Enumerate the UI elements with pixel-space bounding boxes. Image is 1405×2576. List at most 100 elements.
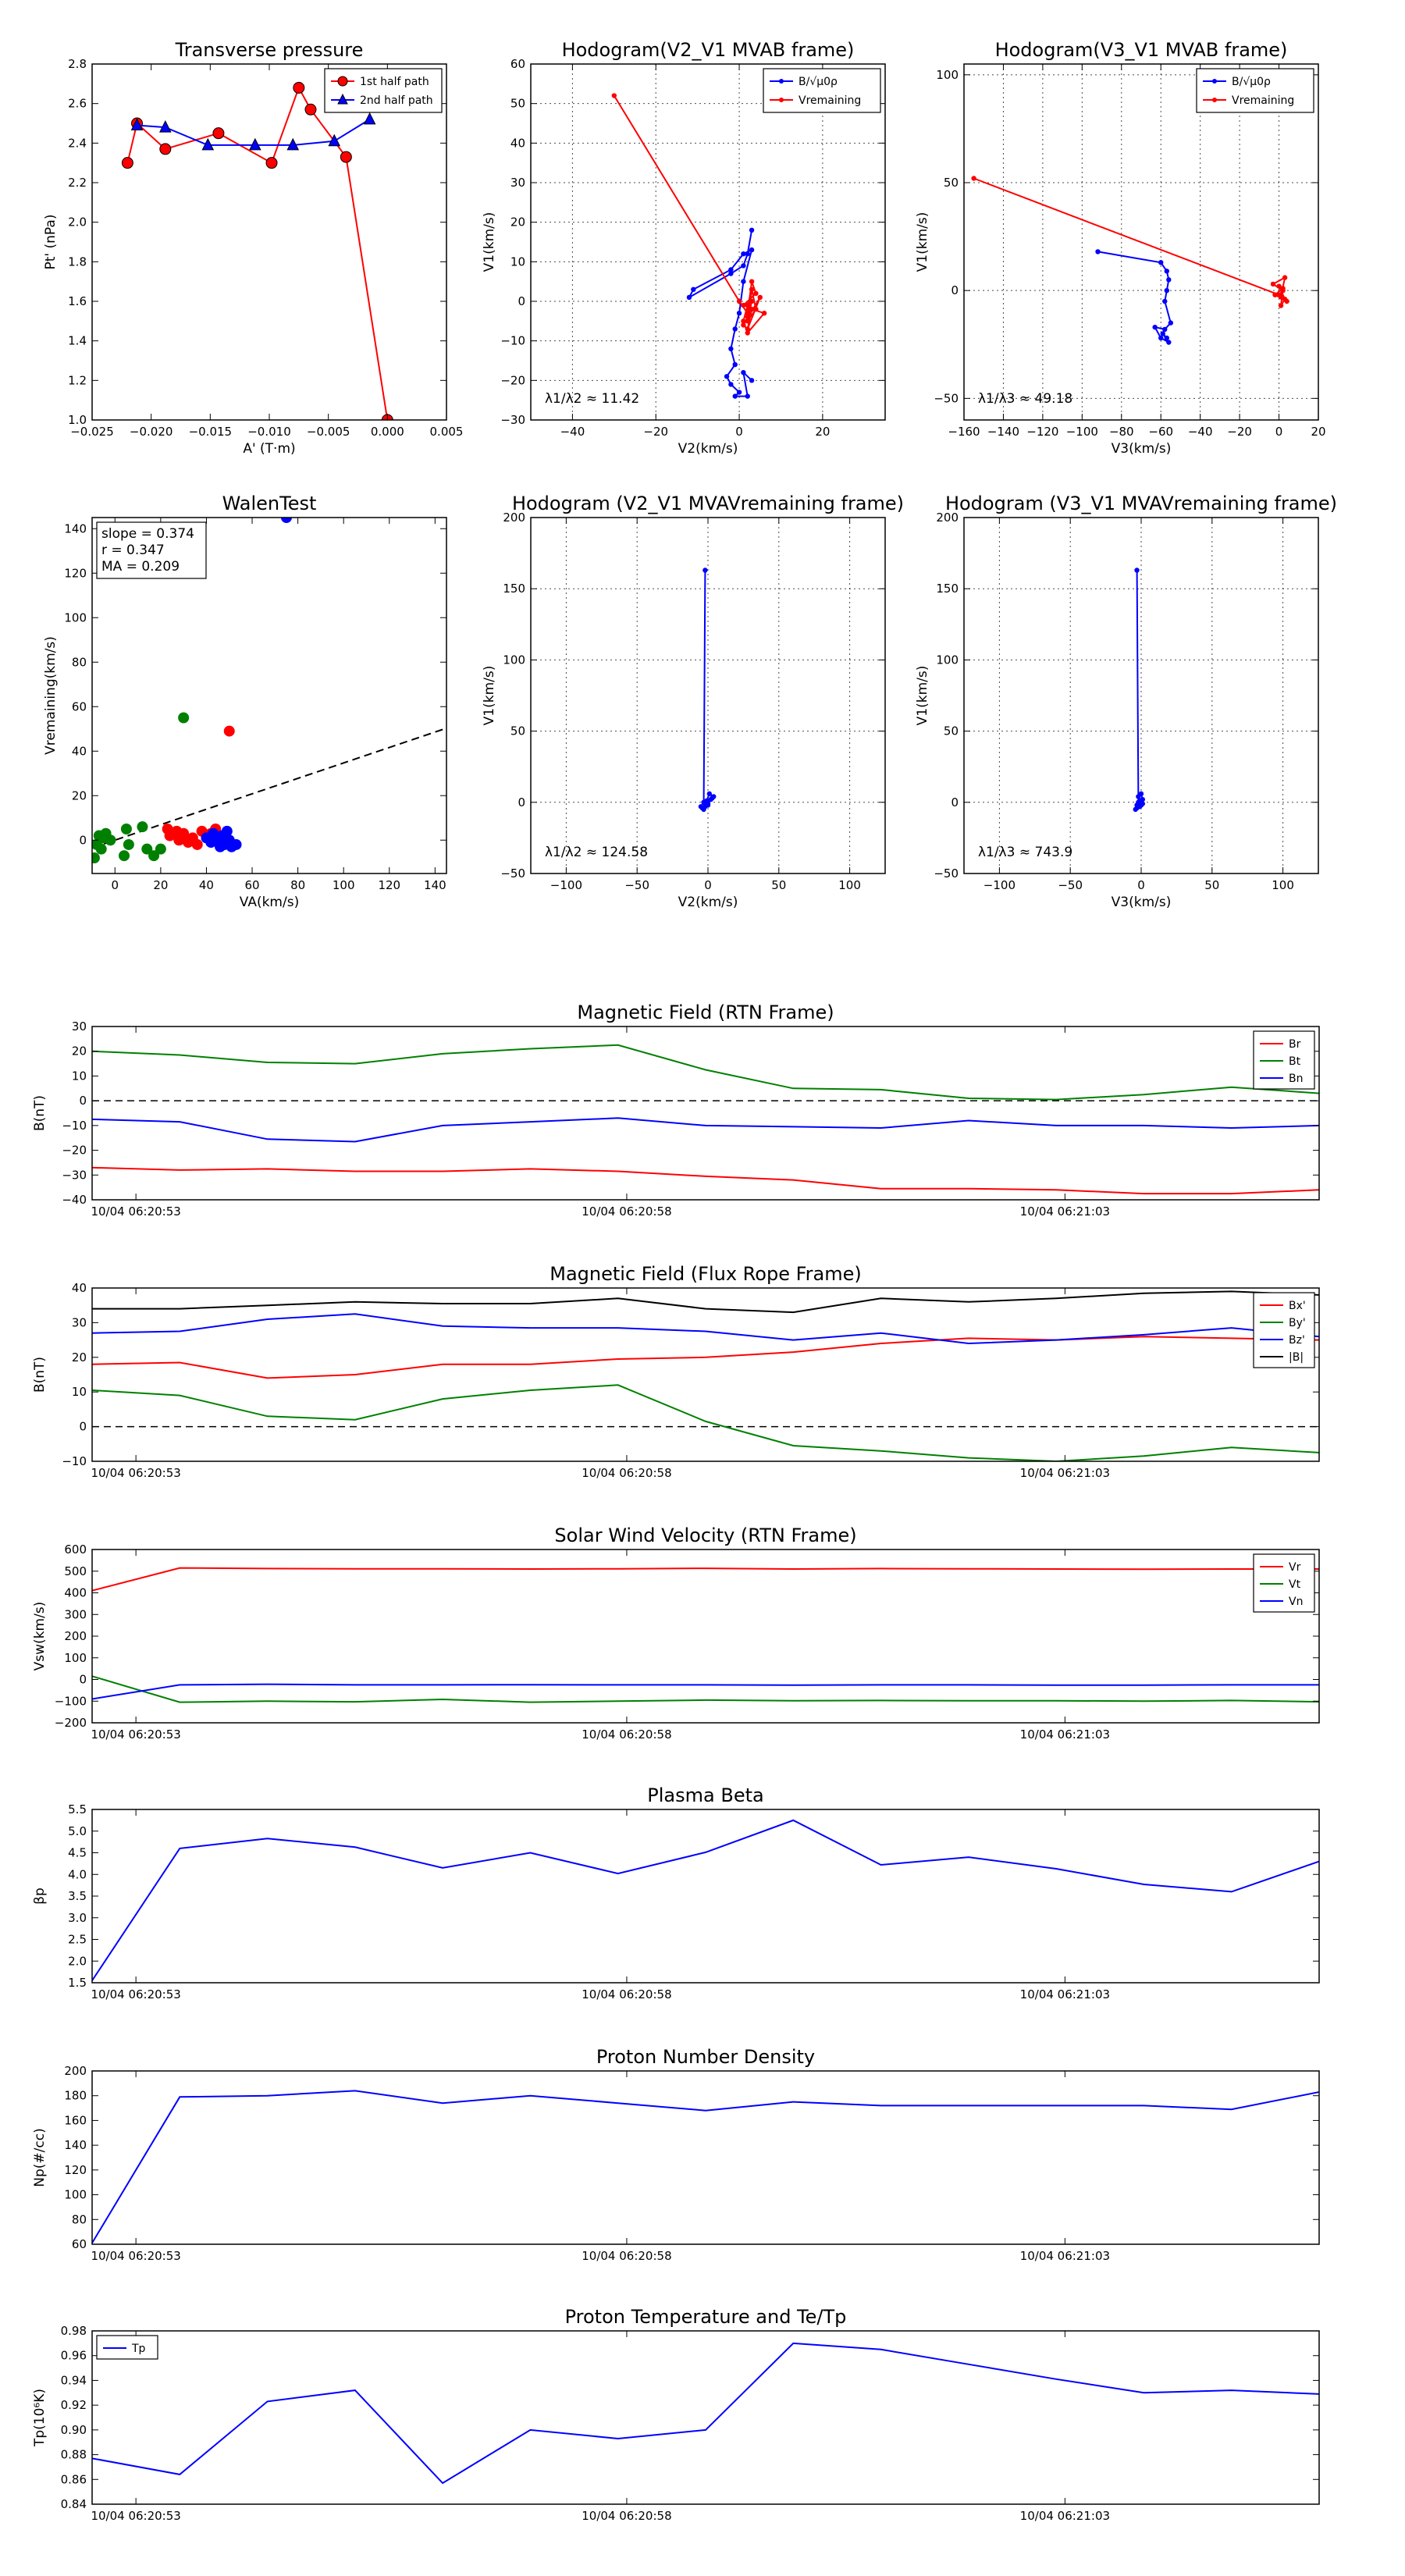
y-tick-label: 150 [503,582,525,596]
data-point [1136,794,1141,799]
data-point [1158,260,1164,265]
scatter-point [280,518,292,523]
chart-title: WalenTest [222,493,317,514]
data-point [1164,335,1169,341]
x-tick-label: 10/04 06:21:03 [1020,1466,1110,1480]
scatter-point [141,843,153,855]
y-tick-label: 40 [72,744,87,758]
data-point [1280,286,1286,291]
data-point [741,322,746,328]
y-tick-label: 2.2 [68,176,87,190]
data-point [1166,340,1172,345]
stats-box [96,521,207,579]
x-tick-label: −80 [1109,425,1134,439]
eigen-ratio-label: λ1/λ3 ≈ 49.18 [978,391,1072,407]
data-point [745,251,750,257]
data-point [745,330,750,336]
y-tick-label: 20 [72,788,87,802]
axes-frame [91,1549,1320,1724]
y-tick-label: 30 [72,1315,87,1329]
data-point [728,267,734,272]
y-tick-label: 3.0 [68,1911,87,1925]
data-point [705,801,711,806]
legend-label: |B| [1289,1351,1304,1364]
data-point [728,271,734,276]
x-tick-label: 0 [1275,425,1283,439]
axes-frame [91,1809,1320,1984]
data-point [741,302,746,308]
y-tick-label: 200 [936,511,959,525]
x-tick-label: 120 [378,878,400,892]
y-tick-label: −200 [55,1716,87,1730]
y-tick-label: −50 [934,866,959,881]
y-tick-label: 0 [951,795,959,809]
y-tick-label: 0.92 [61,2398,87,2412]
y-axis-label: V1(km/s) [915,666,930,726]
plot-area [92,1819,1319,1981]
x-tick-label: −40 [560,425,585,439]
data-point [741,370,746,375]
data-point [757,294,763,301]
y-axis-label: B(nT) [32,1095,48,1131]
x-tick-label: −140 [987,425,1019,439]
data-point [749,378,755,383]
y-tick-label: 1.0 [68,413,87,427]
y-tick-label: 0 [79,1673,87,1687]
y-tick-label: 160 [64,2113,87,2127]
data-point [201,137,215,151]
y-tick-label: 3.5 [68,1889,87,1903]
data-point [611,93,617,98]
chart-vsw: 10/04 06:20:53 10/04 06:20:58 10/04 06:21:… [32,1525,1320,1742]
series-line-Vr [92,1567,1319,1592]
x-tick-label: −100 [550,878,582,892]
data-point [1282,275,1288,280]
y-tick-label: 180 [64,2089,87,2103]
x-tick-label: 20 [815,425,830,439]
x-tick-label: 0 [1137,878,1145,892]
x-axis-label: V2(km/s) [678,441,738,457]
data-point [753,306,759,312]
plot-area [92,1044,1319,1195]
y-axis-label: Pt' (nPa) [43,215,59,270]
x-axis-label: V2(km/s) [678,895,738,910]
y-tick-label: 100 [64,2188,87,2202]
y-tick-label: 0.98 [61,2324,87,2338]
legend-label: Vn [1289,1596,1303,1608]
y-tick-label: 200 [503,511,525,525]
data-point [741,263,746,269]
y-tick-label: 0 [79,1094,87,1108]
plot-area [121,81,393,420]
stats-line: slope = 0.374 [101,526,194,542]
y-tick-label: 30 [72,1019,87,1034]
scatter-point [123,838,134,850]
legend-box [324,68,443,113]
y-axis-label: Np(#/cc) [32,2128,48,2186]
y-tick-label: 50 [944,724,959,738]
y-tick-label: −40 [62,1193,87,1207]
chart-title: Proton Number Density [596,2046,815,2068]
x-tick-label: −0.010 [247,425,291,439]
y-tick-label: 4.5 [68,1846,87,1860]
data-point [745,315,750,320]
x-tick-label: 40 [199,878,214,892]
x-tick-label: 10/04 06:21:03 [1020,2509,1110,2523]
x-tick-label: 10/04 06:20:58 [582,1466,671,1480]
stats-line: r = 0.347 [101,543,165,558]
y-tick-label: 20 [72,1044,87,1059]
series-line-Bx' [92,1336,1319,1379]
y-axis-label: Tp(10⁶K) [32,2389,48,2447]
y-tick-label: 0.96 [61,2349,87,2363]
data-point [1158,335,1164,341]
y-tick-label: 2.8 [68,57,87,71]
data-point [159,119,172,133]
y-tick-label: 60 [72,699,87,713]
x-tick-label: −120 [1026,425,1058,439]
data-point [702,568,708,573]
y-tick-label: 1.6 [68,294,87,308]
series-line-B/√μ0ρ [1097,251,1172,343]
data-point [745,326,750,332]
scatter-point [230,838,242,850]
y-tick-label: −30 [62,1168,87,1182]
y-tick-label: 40 [72,1281,87,1295]
